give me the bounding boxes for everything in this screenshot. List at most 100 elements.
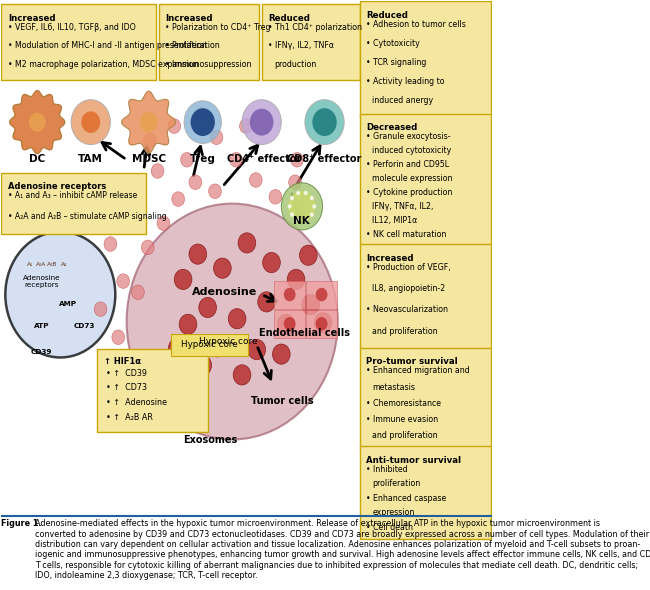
Text: • Cytotoxicity: • Cytotoxicity xyxy=(366,39,420,48)
Text: • ↑  Adenosine: • ↑ Adenosine xyxy=(105,398,166,407)
Text: CD39: CD39 xyxy=(31,349,53,355)
Text: • Immunosuppression: • Immunosuppression xyxy=(165,60,252,69)
Text: metastasis: metastasis xyxy=(372,383,415,392)
Text: • Proliferation: • Proliferation xyxy=(165,41,220,50)
Circle shape xyxy=(140,112,157,132)
Circle shape xyxy=(284,288,296,301)
Circle shape xyxy=(288,191,316,222)
Circle shape xyxy=(310,212,314,217)
Text: IFNγ, TNFα, IL2,: IFNγ, TNFα, IL2, xyxy=(372,202,434,211)
Text: molecule expression: molecule expression xyxy=(372,174,452,183)
Circle shape xyxy=(316,288,328,301)
Circle shape xyxy=(289,175,302,189)
Circle shape xyxy=(104,237,117,251)
Circle shape xyxy=(304,191,307,195)
Text: Adenosine: Adenosine xyxy=(192,287,257,297)
Text: and proliferation: and proliferation xyxy=(372,431,438,440)
Text: and proliferation: and proliferation xyxy=(372,327,438,336)
Circle shape xyxy=(81,112,100,133)
Text: TAM: TAM xyxy=(79,154,103,164)
Circle shape xyxy=(312,204,316,209)
Circle shape xyxy=(94,302,107,316)
FancyBboxPatch shape xyxy=(360,446,491,539)
Circle shape xyxy=(122,192,135,206)
Text: • A₂A and A₂B – stimulate cAMP signaling: • A₂A and A₂B – stimulate cAMP signaling xyxy=(8,212,166,221)
Text: • M2 macrophage polarization, MDSC expansion: • M2 macrophage polarization, MDSC expan… xyxy=(8,60,198,69)
Circle shape xyxy=(172,192,185,206)
Circle shape xyxy=(209,184,222,198)
Circle shape xyxy=(242,100,281,145)
Circle shape xyxy=(209,337,226,357)
Circle shape xyxy=(189,175,202,189)
Circle shape xyxy=(284,317,296,330)
Circle shape xyxy=(240,119,252,133)
Circle shape xyxy=(189,244,207,264)
Text: • Polarization to CD4⁺ Treg: • Polarization to CD4⁺ Treg xyxy=(165,23,270,32)
Text: NK: NK xyxy=(292,216,309,226)
FancyBboxPatch shape xyxy=(360,1,491,117)
Circle shape xyxy=(296,191,300,195)
Circle shape xyxy=(313,108,337,136)
Circle shape xyxy=(190,109,215,136)
Circle shape xyxy=(258,292,276,312)
Text: Anti-tumor survival: Anti-tumor survival xyxy=(366,455,462,465)
Circle shape xyxy=(194,355,212,375)
Text: A₃: A₃ xyxy=(60,262,67,267)
Circle shape xyxy=(229,152,242,167)
Text: • Enhanced caspase: • Enhanced caspase xyxy=(366,494,447,503)
Circle shape xyxy=(281,183,322,230)
Text: • NK cell maturation: • NK cell maturation xyxy=(366,230,447,239)
FancyBboxPatch shape xyxy=(274,310,305,338)
Circle shape xyxy=(269,189,282,204)
FancyBboxPatch shape xyxy=(360,114,491,245)
FancyBboxPatch shape xyxy=(1,173,146,234)
Circle shape xyxy=(238,233,255,253)
Circle shape xyxy=(248,339,266,360)
Text: • Activity leading to: • Activity leading to xyxy=(366,77,445,86)
Text: Adenosine
receptors: Adenosine receptors xyxy=(23,274,60,287)
Polygon shape xyxy=(122,91,176,153)
Circle shape xyxy=(131,206,144,221)
Text: induced cytotoxicity: induced cytotoxicity xyxy=(372,146,451,155)
Text: • ↑  CD73: • ↑ CD73 xyxy=(105,384,146,392)
Text: Increased: Increased xyxy=(366,254,414,263)
Text: Exosomes: Exosomes xyxy=(183,435,237,445)
Circle shape xyxy=(143,133,156,148)
Circle shape xyxy=(29,113,46,132)
Circle shape xyxy=(300,245,317,266)
Text: • TCR signaling: • TCR signaling xyxy=(366,58,426,67)
Circle shape xyxy=(314,313,332,333)
Circle shape xyxy=(214,258,231,278)
Text: • IFNγ, IL2, TNFα: • IFNγ, IL2, TNFα xyxy=(268,41,334,50)
FancyBboxPatch shape xyxy=(97,349,207,432)
Text: Adenosine receptors: Adenosine receptors xyxy=(8,182,106,191)
Text: • Neovascularization: • Neovascularization xyxy=(366,305,448,314)
Circle shape xyxy=(304,218,307,222)
Text: • Production of VEGF,: • Production of VEGF, xyxy=(366,263,451,271)
Text: induced anergy: induced anergy xyxy=(372,96,434,105)
Circle shape xyxy=(117,274,129,289)
Circle shape xyxy=(131,285,144,300)
FancyBboxPatch shape xyxy=(360,244,491,350)
Text: Hypoxic core: Hypoxic core xyxy=(181,339,238,349)
Circle shape xyxy=(168,119,181,133)
FancyBboxPatch shape xyxy=(306,310,337,338)
Text: Reduced: Reduced xyxy=(366,11,408,20)
Text: • ↑  CD39: • ↑ CD39 xyxy=(105,369,146,378)
Text: • Th1 CD4⁺ polarization: • Th1 CD4⁺ polarization xyxy=(268,23,362,32)
Text: • Adhesion to tumor cells: • Adhesion to tumor cells xyxy=(366,20,466,29)
Text: CD73: CD73 xyxy=(73,323,95,329)
Text: Adenosine-mediated effects in the hypoxic tumor microenvironment. Release of ext: Adenosine-mediated effects in the hypoxi… xyxy=(35,519,650,580)
Text: IL8, angiopoietin-2: IL8, angiopoietin-2 xyxy=(372,284,445,293)
Circle shape xyxy=(263,253,280,273)
Text: • Granule exocytosis-: • Granule exocytosis- xyxy=(366,132,451,141)
Text: • VEGF, IL6, IL10, TGFβ, and IDO: • VEGF, IL6, IL10, TGFβ, and IDO xyxy=(8,23,136,32)
Text: • Chemoresistance: • Chemoresistance xyxy=(366,399,441,408)
Text: DC: DC xyxy=(29,154,46,164)
Circle shape xyxy=(291,152,304,167)
Text: Pro-tumor survival: Pro-tumor survival xyxy=(366,358,458,366)
FancyBboxPatch shape xyxy=(1,4,156,80)
FancyBboxPatch shape xyxy=(306,280,337,309)
Text: AMP: AMP xyxy=(58,300,77,307)
Text: IL12, MIP1α: IL12, MIP1α xyxy=(372,216,417,225)
